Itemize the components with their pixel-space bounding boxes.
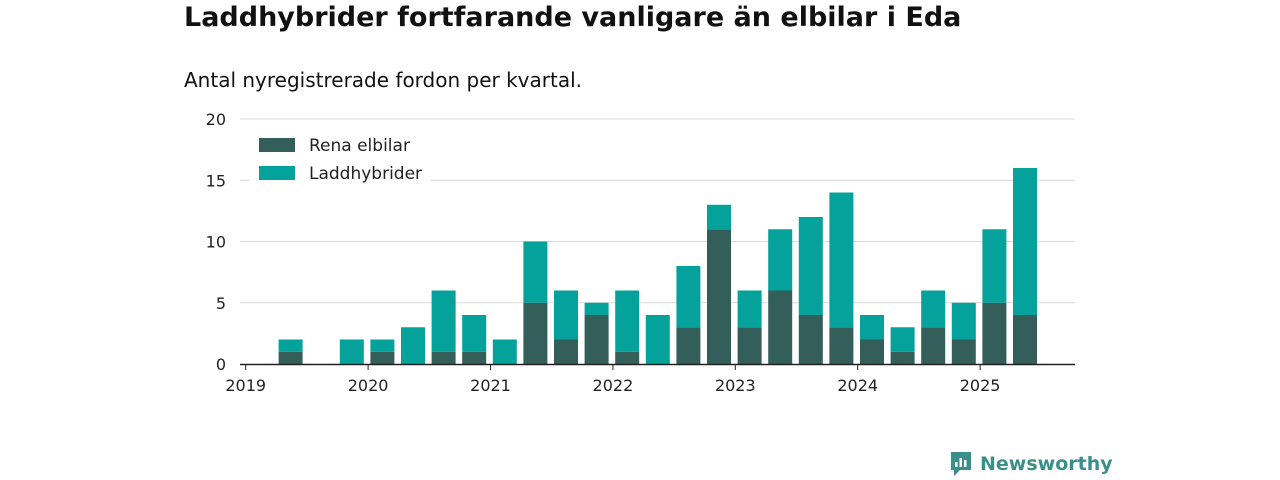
bar-segment-laddhybrider (339, 339, 364, 364)
x-tick-label: 2020 (348, 376, 389, 395)
bar-segment-rena-elbilar (615, 351, 640, 364)
bar-segment-rena-elbilar (1013, 315, 1037, 364)
y-tick-label: 10 (206, 233, 226, 252)
bar-segment-rena-elbilar (921, 327, 946, 364)
bar-segment-rena-elbilar (982, 302, 1007, 364)
y-tick-label: 15 (206, 171, 226, 190)
bar-segment-laddhybrider (584, 302, 609, 315)
brand-logo: Newsworthy (948, 450, 1113, 478)
legend-label: Laddhybrider (309, 164, 422, 184)
bar-segment-rena-elbilar (584, 315, 609, 364)
newsworthy-logo-icon (951, 452, 971, 476)
bar-segment-rena-elbilar (523, 302, 548, 364)
bar-segment-laddhybrider (370, 339, 395, 352)
x-tick-label: 2024 (837, 376, 878, 395)
brand-name: Newsworthy (980, 453, 1113, 475)
stacked-bar-chart: 0 5 10 15 20 2019 2020 2021 2022 2023 2024 2025 Re… (206, 110, 1075, 395)
bar-segment-rena-elbilar (737, 327, 762, 364)
legend-swatch (259, 138, 295, 152)
y-axis-ticks: 0 5 10 15 20 (206, 110, 226, 374)
legend: Rena elbilar Laddhybrider (250, 128, 430, 188)
x-tick-label: 2025 (960, 376, 1001, 395)
bar-segment-laddhybrider (401, 327, 425, 364)
bar-segment-laddhybrider (829, 192, 854, 328)
bar-segment-rena-elbilar (431, 351, 456, 364)
bar-segment-laddhybrider (860, 315, 884, 340)
bar-segment-rena-elbilar (768, 290, 793, 364)
bar-segment-rena-elbilar (462, 351, 487, 364)
bar-segment-laddhybrider (278, 339, 303, 352)
y-tick-label: 20 (206, 110, 226, 129)
bar-segment-rena-elbilar (890, 351, 915, 364)
bar-segment-rena-elbilar (278, 351, 303, 364)
bar-segment-laddhybrider (554, 290, 578, 340)
chart-subtitle: Antal nyregistrerade fordon per kvartal. (184, 68, 583, 92)
bar-segment-laddhybrider (462, 315, 487, 352)
bar-segment-rena-elbilar (860, 339, 884, 364)
bars (278, 168, 1037, 364)
bar-segment-rena-elbilar (798, 315, 823, 364)
bar-segment-rena-elbilar (370, 351, 395, 364)
bar-segment-laddhybrider (921, 290, 946, 328)
bar-segment-laddhybrider (615, 290, 640, 352)
bar-segment-rena-elbilar (829, 327, 854, 364)
x-tick-label: 2023 (715, 376, 756, 395)
bar-segment-rena-elbilar (554, 339, 578, 364)
bar-segment-laddhybrider (707, 204, 731, 230)
bar-segment-laddhybrider (890, 327, 915, 352)
bar-segment-laddhybrider (982, 229, 1007, 303)
bar-segment-laddhybrider (951, 302, 976, 340)
bar-segment-laddhybrider (523, 241, 548, 303)
bar-segment-laddhybrider (676, 266, 701, 328)
bar-segment-laddhybrider (737, 290, 762, 328)
legend-label: Rena elbilar (309, 136, 410, 156)
bar-segment-rena-elbilar (676, 327, 701, 364)
x-tick-label: 2019 (225, 376, 266, 395)
bar-segment-laddhybrider (768, 229, 793, 291)
bar-segment-laddhybrider (1013, 168, 1037, 315)
bar-segment-laddhybrider (798, 217, 823, 315)
bar-segment-rena-elbilar (707, 229, 731, 364)
chart-title: Laddhybrider fortfarande vanligare än el… (184, 2, 962, 33)
bar-segment-laddhybrider (645, 315, 670, 364)
y-tick-label: 0 (216, 355, 226, 374)
y-tick-label: 5 (216, 294, 226, 313)
x-tick-label: 2022 (593, 376, 634, 395)
legend-swatch (259, 166, 295, 180)
x-axis: 2019 2020 2021 2022 2023 2024 2025 (225, 363, 1075, 395)
bar-segment-laddhybrider (492, 339, 517, 364)
x-tick-label: 2021 (470, 376, 511, 395)
bar-segment-rena-elbilar (951, 339, 976, 364)
bar-segment-laddhybrider (431, 290, 456, 352)
